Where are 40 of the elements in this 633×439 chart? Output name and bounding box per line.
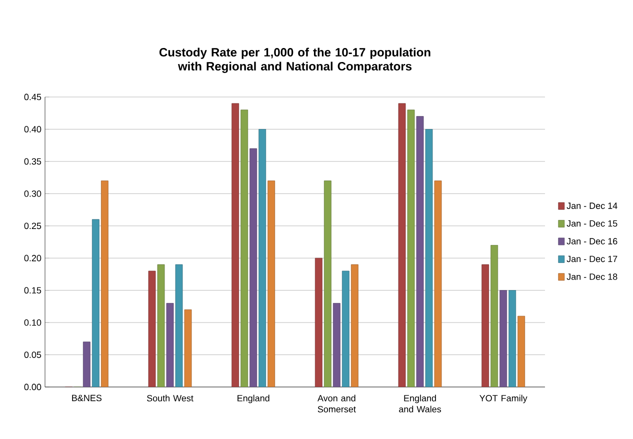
- bar: [240, 110, 248, 387]
- bar: [82, 342, 90, 387]
- bar: [332, 303, 340, 387]
- bar: [500, 290, 508, 387]
- bar: [314, 258, 322, 387]
- y-tick-label: 0.45: [24, 94, 42, 100]
- y-tick-label: 0.30: [24, 190, 42, 197]
- bar: [482, 264, 490, 387]
- bar: [342, 270, 350, 387]
- y-tick-label: 0.40: [24, 126, 42, 132]
- x-tick-label: YOT Family: [480, 394, 528, 404]
- bar: [268, 180, 276, 387]
- bar: [350, 264, 358, 387]
- bar: [92, 219, 100, 387]
- bar: [250, 148, 258, 387]
- bar: [258, 129, 266, 387]
- legend-label: Jan - Dec 18: [566, 274, 618, 280]
- y-tick-label: 0.20: [24, 254, 42, 262]
- bar: [232, 103, 240, 387]
- x-tick-label: Avon and Somerset: [318, 394, 356, 412]
- bar: [518, 316, 526, 387]
- legend-label: Jan - Dec 14: [566, 202, 618, 209]
- x-tick-label: South West: [146, 394, 194, 402]
- legend-label: Jan - Dec 17: [566, 256, 618, 262]
- x-tick-label: England and Wales: [399, 394, 442, 412]
- x-tick-label: B&NES: [72, 394, 102, 402]
- y-tick-label: 0.15: [24, 287, 42, 294]
- y-tick-label: 0.10: [24, 319, 42, 326]
- y-tick-label: 0.25: [24, 222, 42, 230]
- x-tick-label: England: [238, 394, 270, 404]
- bar: [508, 290, 516, 387]
- bar: [324, 180, 332, 387]
- y-tick-label: 0.35: [24, 158, 42, 165]
- chart-title: Custody Rate per 1,000 of the 10-17 population with Regional and National Comparators: [159, 48, 430, 73]
- bar: [490, 245, 498, 387]
- y-tick-label: 0.05: [24, 352, 42, 358]
- legend-label: Jan - Dec 16: [566, 238, 618, 244]
- y-tick-label: 0.00: [24, 384, 42, 390]
- legend-label: Jan - Dec 15: [566, 220, 618, 227]
- bar: [100, 180, 108, 387]
